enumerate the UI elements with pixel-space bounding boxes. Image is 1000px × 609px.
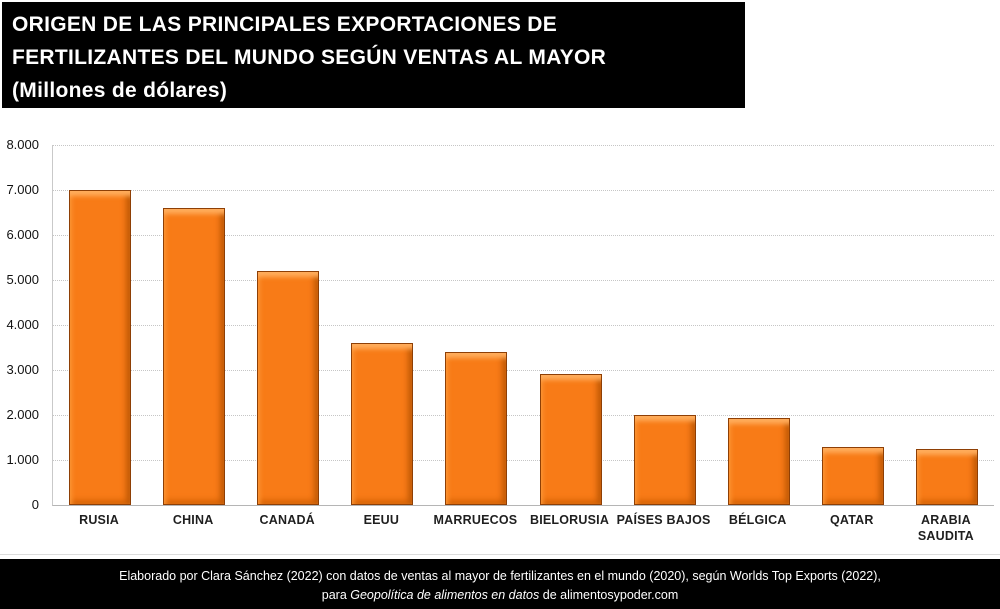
bar-eeuu: [351, 343, 414, 505]
y-axis-tick-label-4000: 4.000: [6, 317, 39, 332]
chart-title-banner: ORIGEN DE LAS PRINCIPALES EXPORTACIONES …: [2, 2, 745, 108]
bar-slot-china: [147, 145, 241, 505]
gridline-5000: [53, 280, 994, 281]
y-axis-tick-label-2000: 2.000: [6, 407, 39, 422]
bar-slot-bielorusia: [523, 145, 617, 505]
chart-title-line-1: ORIGEN DE LAS PRINCIPALES EXPORTACIONES …: [12, 13, 558, 36]
bar-canada: [257, 271, 320, 505]
x-axis-label-line: SAUDITA: [917, 529, 974, 543]
y-axis-labels: 8.000 7.000 6.000 5.000 4.000 3.000 2.000 1.000…: [0, 137, 44, 512]
x-axis-label-qatar: QATAR: [805, 512, 899, 544]
footer-line-2-suffix: de alimentosypoder.com: [539, 588, 679, 602]
footer-line-1: Elaborado por Clara Sánchez (2022) con d…: [119, 569, 881, 583]
x-axis-labels: RUSIA CHINA CANADÁ EEUU MARRUECOS BIELORUSIA P…: [52, 512, 993, 544]
x-axis-label-paises-bajos: PAÍSES BAJOS: [617, 512, 711, 544]
chart-bottom-divider: [0, 554, 1000, 555]
x-axis-label-marruecos: MARRUECOS: [428, 512, 522, 544]
x-axis-label-line: QATAR: [830, 513, 874, 527]
gridline-1000: [53, 460, 994, 461]
x-axis-label-line: MARRUECOS: [433, 513, 518, 527]
x-axis-label-line: PAÍSES BAJOS: [616, 513, 711, 527]
bar-slot-arabia-saudita: [900, 145, 994, 505]
chart-title-line-2: FERTILIZANTES DEL MUNDO SEGÚN VENTAS AL …: [12, 46, 607, 69]
plot-area: [52, 145, 994, 506]
x-axis-label-eeuu: EEUU: [334, 512, 428, 544]
bar-slot-paises-bajos: [618, 145, 712, 505]
bar-belgica: [727, 418, 790, 505]
bar-rusia: [69, 190, 132, 505]
x-axis-label-bielorusia: BIELORUSIA: [522, 512, 616, 544]
bar-slot-belgica: [712, 145, 806, 505]
y-axis-tick-label-6000: 6.000: [6, 227, 39, 242]
x-axis-label-arabia-saudita: ARABIA SAUDITA: [899, 512, 993, 544]
bar-china: [163, 208, 226, 505]
x-axis-label-line: BIELORUSIA: [529, 513, 610, 527]
bar-slot-rusia: [53, 145, 147, 505]
footer-line-2: para Geopolítica de alimentos en datos d…: [0, 586, 1000, 605]
bar-paises-bajos: [633, 415, 696, 505]
footer-line-2-prefix: para: [321, 588, 351, 602]
y-axis-tick-label-8000: 8.000: [6, 137, 39, 152]
x-axis-label-canada: CANADÁ: [240, 512, 334, 544]
gridline-2000: [53, 415, 994, 416]
bar-arabia-saudita: [915, 449, 978, 505]
footer-credit-italic: Geopolítica de alimentos en datos: [350, 588, 540, 602]
y-axis-tick-label-3000: 3.000: [6, 362, 39, 377]
y-axis-tick-label-1000: 1.000: [6, 452, 39, 467]
gridline-3000: [53, 370, 994, 371]
x-axis-label-line: ARABIA: [920, 513, 971, 527]
y-axis-tick-label-5000: 5.000: [6, 272, 39, 287]
x-axis-label-line: CHINA: [172, 513, 214, 527]
gridline-8000: [53, 145, 994, 146]
bars-layer: [53, 145, 994, 505]
bar-qatar: [821, 447, 884, 505]
bar-slot-canada: [241, 145, 335, 505]
x-axis-label-line: CANADÁ: [259, 513, 315, 527]
y-axis-tick-label-7000: 7.000: [6, 182, 39, 197]
y-axis-tick-label-0: 0: [31, 497, 39, 512]
gridline-7000: [53, 190, 994, 191]
x-axis-label-line: RUSIA: [79, 513, 119, 527]
x-axis-label-line: BÉLGICA: [728, 513, 787, 527]
x-axis-label-line: EEUU: [363, 513, 400, 527]
x-axis-label-belgica: BÉLGICA: [711, 512, 805, 544]
x-axis-label-rusia: RUSIA: [52, 512, 146, 544]
footer-credit-bar: Elaborado por Clara Sánchez (2022) con d…: [0, 559, 1000, 609]
chart-title-line-3: (Millones de dólares): [12, 79, 228, 102]
bar-slot-marruecos: [429, 145, 523, 505]
bar-slot-qatar: [806, 145, 900, 505]
x-axis-label-china: CHINA: [146, 512, 240, 544]
bar-slot-eeuu: [335, 145, 429, 505]
bar-bielorusia: [539, 374, 602, 505]
gridline-4000: [53, 325, 994, 326]
gridline-6000: [53, 235, 994, 236]
bar-marruecos: [445, 352, 508, 505]
